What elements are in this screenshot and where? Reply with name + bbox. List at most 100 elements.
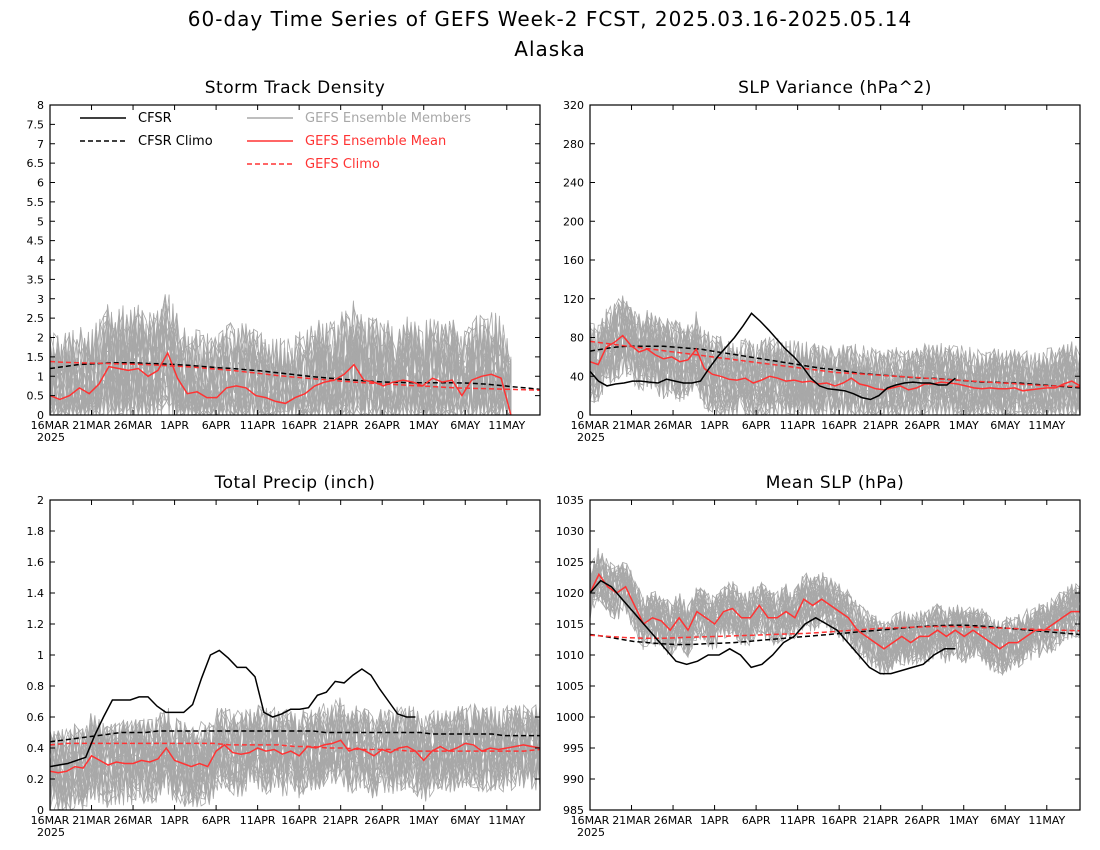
y-tick-label: 2.5	[27, 312, 45, 325]
panel-title: SLP Variance (hPa^2)	[738, 78, 932, 98]
y-tick-label: 240	[563, 177, 584, 190]
x-tick-label: 6APR	[202, 419, 231, 432]
y-tick-label: 5.5	[27, 196, 45, 209]
series-gefs-climo	[590, 625, 1080, 640]
legend-label: CFSR	[138, 111, 172, 126]
legend-label: GEFS Ensemble Members	[305, 111, 471, 126]
y-tick-label: 1030	[556, 525, 584, 538]
figure-subtitle: Alaska	[514, 37, 585, 61]
x-tick-label: 21APR	[863, 814, 899, 827]
y-tick-label: 2	[37, 332, 44, 345]
y-tick-label: 0	[37, 409, 44, 422]
x-tick-label: 16APR	[281, 814, 317, 827]
figure-title: 60-day Time Series of GEFS Week-2 FCST, …	[188, 7, 912, 31]
series-gefs-ensemble-mean	[50, 739, 540, 774]
y-tick-label: 985	[563, 804, 584, 817]
x-tick-label: 21MAR	[612, 419, 651, 432]
x-tick-label: 26APR	[364, 814, 400, 827]
x-tick-label: 1MAY	[409, 814, 439, 827]
legend-label: GEFS Climo	[305, 157, 380, 172]
x-tick-label: 21MAR	[72, 814, 111, 827]
y-tick-label: 3.5	[27, 273, 45, 286]
y-tick-label: 40	[570, 370, 584, 383]
x-tick-label: 26MAR	[654, 814, 693, 827]
x-tick-label: 6APR	[742, 814, 771, 827]
panel-4: Mean SLP (hPa) 985 990 995 1000 1005 1010 1015 1…	[556, 473, 1081, 839]
y-tick-label: 1	[37, 649, 44, 662]
y-tick-label: 80	[570, 332, 584, 345]
x-year-label: 2025	[577, 431, 605, 444]
x-tick-label: 1MAY	[949, 814, 979, 827]
x-tick-label: 1MAY	[949, 419, 979, 432]
x-tick-label: 11APR	[780, 419, 816, 432]
ensemble-member-line	[50, 313, 511, 415]
ensemble-member-line	[50, 705, 540, 810]
ensemble-member-line	[50, 308, 512, 415]
ensemble-member-line	[50, 297, 512, 415]
x-tick-label: 21MAR	[72, 419, 111, 432]
ensemble-member-line	[590, 557, 1080, 675]
x-year-label: 2025	[37, 826, 65, 839]
x-tick-label: 1APR	[160, 419, 189, 432]
x-tick-label: 26MAR	[114, 419, 153, 432]
ensemble-member-line	[590, 554, 1080, 672]
plot-frame	[589, 499, 1081, 811]
y-tick-label: 1020	[556, 587, 584, 600]
y-tick-label: 0.2	[27, 773, 45, 786]
legend: CFSR CFSR Climo GEFS Ensemble Members GEFS …	[80, 111, 471, 172]
x-tick-label: 6MAY	[990, 419, 1020, 432]
x-tick-label: 11APR	[780, 814, 816, 827]
y-tick-label: 2	[37, 494, 44, 507]
x-tick-label: 1APR	[160, 814, 189, 827]
x-tick-label: 16APR	[821, 814, 857, 827]
series-cfsr	[590, 312, 956, 401]
x-tick-label: 6MAY	[450, 419, 480, 432]
series-gefs-climo	[50, 742, 540, 752]
legend-label: GEFS Ensemble Mean	[305, 134, 446, 149]
x-tick-label: 6MAY	[990, 814, 1020, 827]
y-tick-label: 1005	[556, 680, 584, 693]
x-tick-label: 6MAY	[450, 814, 480, 827]
y-tick-label: 1.6	[27, 556, 45, 569]
x-tick-label: 16MAR	[31, 419, 70, 432]
y-tick-label: 990	[563, 773, 584, 786]
series-lines	[590, 572, 1080, 675]
series-lines	[50, 649, 540, 774]
x-tick-label: 6APR	[742, 419, 771, 432]
series-gefs-ensemble-mean	[50, 351, 512, 415]
y-tick-label: 995	[563, 742, 584, 755]
y-tick-label: 1	[37, 370, 44, 383]
y-tick-label: 0	[37, 804, 44, 817]
ensemble-member-line	[590, 313, 1080, 415]
x-year-label: 2025	[577, 826, 605, 839]
ensemble-member-line	[50, 708, 540, 809]
ensemble-member-line	[50, 305, 512, 415]
x-tick-label: 26APR	[364, 419, 400, 432]
ensemble-member-line	[50, 702, 540, 802]
y-tick-label: 1.8	[27, 525, 45, 538]
series-gefs-ensemble-mean	[590, 334, 1080, 392]
x-tick-label: 11APR	[240, 814, 276, 827]
series-gefs-ensemble-mean	[590, 572, 1080, 650]
y-tick-label: 1025	[556, 556, 584, 569]
ensemble-member-line	[50, 314, 512, 415]
ensemble-member-line	[50, 312, 512, 415]
y-tick-label: 7	[37, 138, 44, 151]
x-tick-label: 26MAR	[114, 814, 153, 827]
ensemble-member-line	[50, 703, 540, 810]
ensemble-members	[590, 295, 1080, 415]
x-tick-label: 11MAY	[1028, 419, 1065, 432]
x-tick-label: 6APR	[202, 814, 231, 827]
y-tick-label: 1010	[556, 649, 584, 662]
panel-title: Mean SLP (hPa)	[766, 473, 905, 493]
y-tick-label: 1.2	[27, 618, 45, 631]
y-tick-label: 4.5	[27, 235, 45, 248]
y-tick-label: 1000	[556, 711, 584, 724]
x-tick-label: 1APR	[700, 419, 729, 432]
x-tick-label: 16MAR	[31, 814, 70, 827]
y-tick-label: 200	[563, 215, 584, 228]
panel-1: Storm Track Density 0 0.5 1 1.5 2 2.5 3 3.5 4 4.5 5…	[27, 78, 541, 444]
ensemble-member-line	[590, 576, 1080, 673]
panel-3: Total Precip (inch) 0 0.2 0.4 0.6 0.8 1 1.2 1.4 1…	[27, 473, 541, 839]
